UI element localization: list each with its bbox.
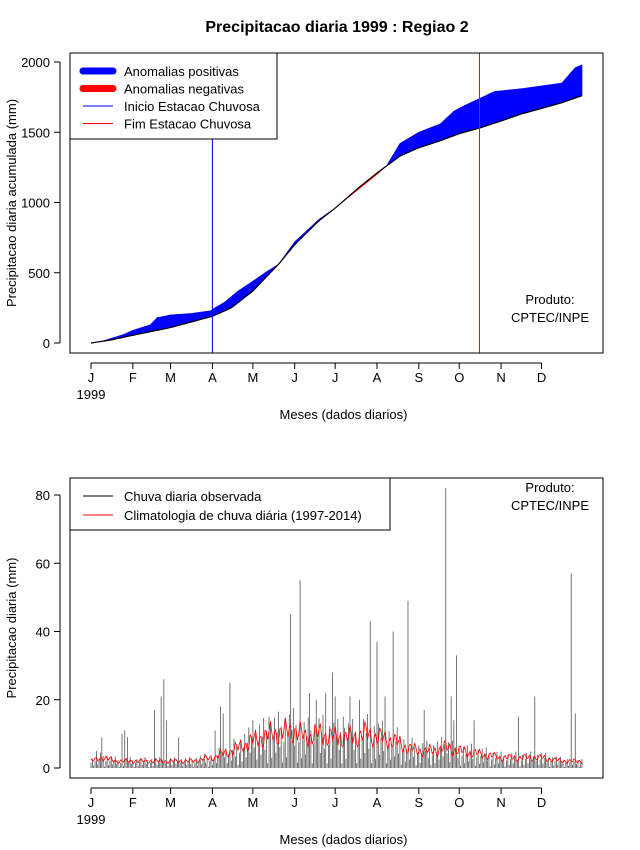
y-tick-label: 60 (36, 556, 50, 571)
x-tick-label: N (496, 795, 505, 810)
legend-box (69, 477, 391, 531)
x-tick-label: S (414, 795, 423, 810)
y-tick-label: 1000 (21, 196, 50, 211)
positive-anomaly-area (386, 64, 583, 167)
x-tick-label: M (247, 370, 258, 385)
x-tick-label: M (165, 370, 176, 385)
plot-frame (69, 52, 604, 354)
legend-label: Anomalias positivas (124, 64, 239, 79)
legend-label: Chuva diaria observada (124, 489, 262, 504)
x-tick-label: O (454, 795, 464, 810)
x-tick-label: J (332, 370, 339, 385)
x-tick-label: F (129, 795, 137, 810)
y-tick-label: 40 (36, 625, 50, 640)
y-axis-title: Precipitacao diaria acumulada (mm) (4, 99, 19, 307)
x-tick-label: M (247, 795, 258, 810)
cumulative-precipitation-chart: J F M A M J J A S O N D 1999 0 500 1000 1500 2000 Meses (d… (4, 52, 604, 422)
climatology-daily-line (90, 717, 583, 765)
legend-label: Anomalias negativas (124, 82, 244, 97)
y-tick-label: 2000 (21, 55, 50, 70)
year-label: 1999 (77, 387, 106, 402)
x-tick-label: J (291, 795, 298, 810)
positive-anomaly-area (90, 207, 336, 344)
x-tick-label: D (537, 370, 546, 385)
daily-precipitation-chart: J F M A M J J A S O N D 1999 0 20 40 60 80 Meses (dados di… (4, 477, 604, 847)
chart-title: Precipitacao diaria 1999 : Regiao 2 (205, 19, 468, 36)
x-tick-label: J (291, 370, 298, 385)
x-tick-label: O (454, 370, 464, 385)
legend-label: Inicio Estacao Chuvosa (124, 99, 261, 114)
x-tick-label: J (332, 795, 339, 810)
x-tick-label: N (496, 370, 505, 385)
x-tick-label: A (373, 795, 382, 810)
x-tick-label: D (537, 795, 546, 810)
legend-box (69, 52, 278, 140)
y-tick-label: 500 (28, 266, 50, 281)
y-tick-label: 80 (36, 488, 50, 503)
x-tick-label: A (373, 370, 382, 385)
x-axis-title: Meses (dados diarios) (280, 832, 408, 847)
annotation-cptec: CPTEC/INPE (511, 498, 589, 513)
y-tick-label: 0 (43, 336, 50, 351)
annotation-produto: Produto: (525, 480, 574, 495)
climatology-cumulative-line (90, 95, 583, 344)
x-tick-label: M (165, 795, 176, 810)
y-tick-label: 20 (36, 693, 50, 708)
x-tick-label: J (88, 370, 95, 385)
y-tick-label: 0 (43, 761, 50, 776)
x-tick-label: A (208, 795, 217, 810)
y-tick-label: 1500 (21, 125, 50, 140)
annotation-produto: Produto: (525, 292, 574, 307)
x-tick-label: J (88, 795, 95, 810)
x-tick-label: A (208, 370, 217, 385)
year-label: 1999 (77, 812, 106, 827)
annotation-cptec: CPTEC/INPE (511, 310, 589, 325)
y-axis-title: Precipitacao diaria (mm) (4, 558, 19, 699)
legend-label: Climatologia de chuva diária (1997-2014) (124, 508, 362, 523)
x-tick-label: S (414, 370, 423, 385)
legend-label: Fim Estacao Chuvosa (124, 117, 252, 132)
x-tick-label: F (129, 370, 137, 385)
x-axis-title: Meses (dados diarios) (280, 407, 408, 422)
